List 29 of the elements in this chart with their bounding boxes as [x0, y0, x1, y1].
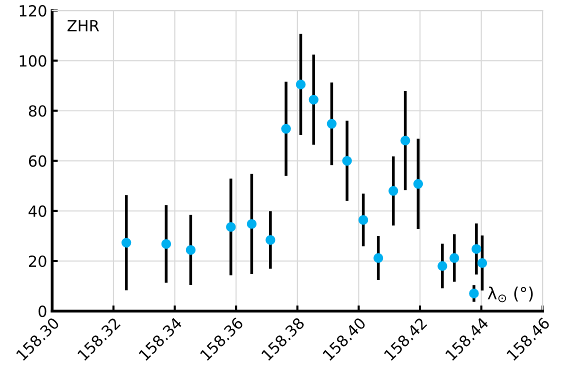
point	[161, 239, 172, 249]
point	[472, 244, 482, 254]
point	[246, 219, 257, 229]
point	[438, 261, 448, 271]
y-tick-label: 100	[20, 55, 46, 67]
point	[342, 156, 352, 166]
point	[121, 238, 132, 248]
y-tick-label: 20	[28, 255, 46, 268]
point	[358, 215, 368, 225]
point	[400, 136, 410, 146]
y-tick-label: 120	[20, 5, 46, 17]
point	[186, 245, 196, 255]
point	[388, 186, 398, 196]
y-tick-label: 60	[28, 155, 46, 167]
point	[266, 235, 276, 245]
legend-label: λ$_{⊙}$ (°)	[488, 286, 533, 302]
point	[281, 124, 291, 134]
point	[226, 222, 236, 232]
point	[413, 179, 424, 189]
point	[326, 118, 337, 129]
point	[449, 253, 460, 263]
point	[308, 94, 318, 105]
point	[477, 258, 488, 268]
point	[373, 253, 384, 263]
y-axis-title: ZHR	[68, 20, 100, 32]
y-tick-label: 0	[38, 306, 46, 318]
y-tick-label: 80	[28, 105, 46, 117]
y-tick-label: 40	[28, 205, 46, 217]
point	[296, 80, 306, 90]
